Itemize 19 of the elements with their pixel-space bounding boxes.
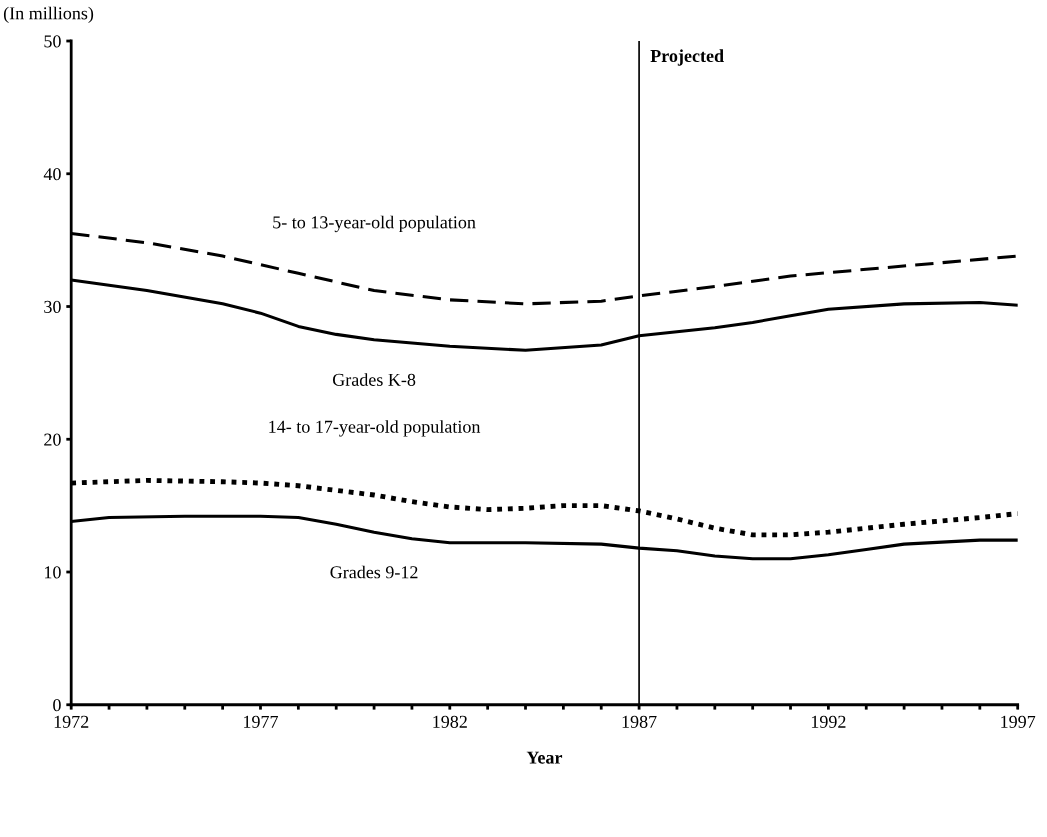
x-tick-label: 1992 (811, 715, 846, 728)
y-tick-label: 30 (44, 300, 61, 313)
y-tick-label: 40 (43, 168, 61, 181)
text: 14- to 17-year-old population (269, 420, 481, 437)
x-tick-label: 1987 (622, 715, 657, 728)
x-tick-label: 1972 (54, 715, 89, 728)
series-label: 5- to 13-year-old population (273, 215, 476, 233)
y-tick-label: 0 (53, 699, 61, 712)
x-tick-label: 1997 (1001, 715, 1036, 728)
ref-line-label: Projected (650, 49, 724, 66)
y-axis-title: (In millions) (3, 6, 94, 24)
y-tick-label: 50 (44, 35, 61, 48)
x-tick-label: 1977 (244, 715, 279, 728)
x-tick-label: 1982 (433, 715, 467, 728)
y-tick-label: 10 (45, 566, 61, 579)
series-label: Grades K-8 (332, 373, 416, 386)
series-label: Grades 9-12 (330, 565, 418, 579)
y-tick-label: 20 (44, 433, 61, 446)
x-axis-title: Year (526, 751, 563, 764)
